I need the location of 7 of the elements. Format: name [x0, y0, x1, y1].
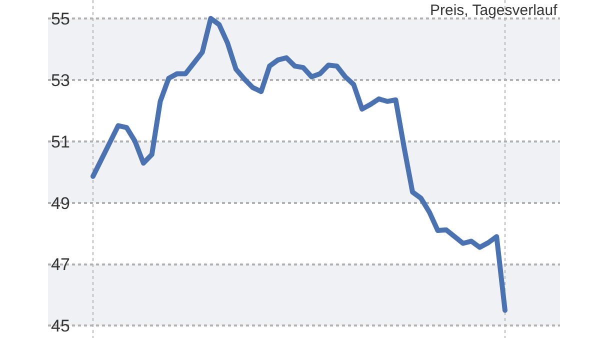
y-tick-label: 55: [51, 9, 70, 28]
y-tick-label: 49: [51, 194, 70, 213]
y-tick-label: 53: [51, 70, 70, 90]
annotation: Preis, Tagesverlauf: [430, 2, 558, 19]
y-tick-label: 45: [51, 316, 70, 336]
y-tick-label: 51: [51, 132, 70, 152]
y-tick-label: 47: [51, 255, 70, 274]
